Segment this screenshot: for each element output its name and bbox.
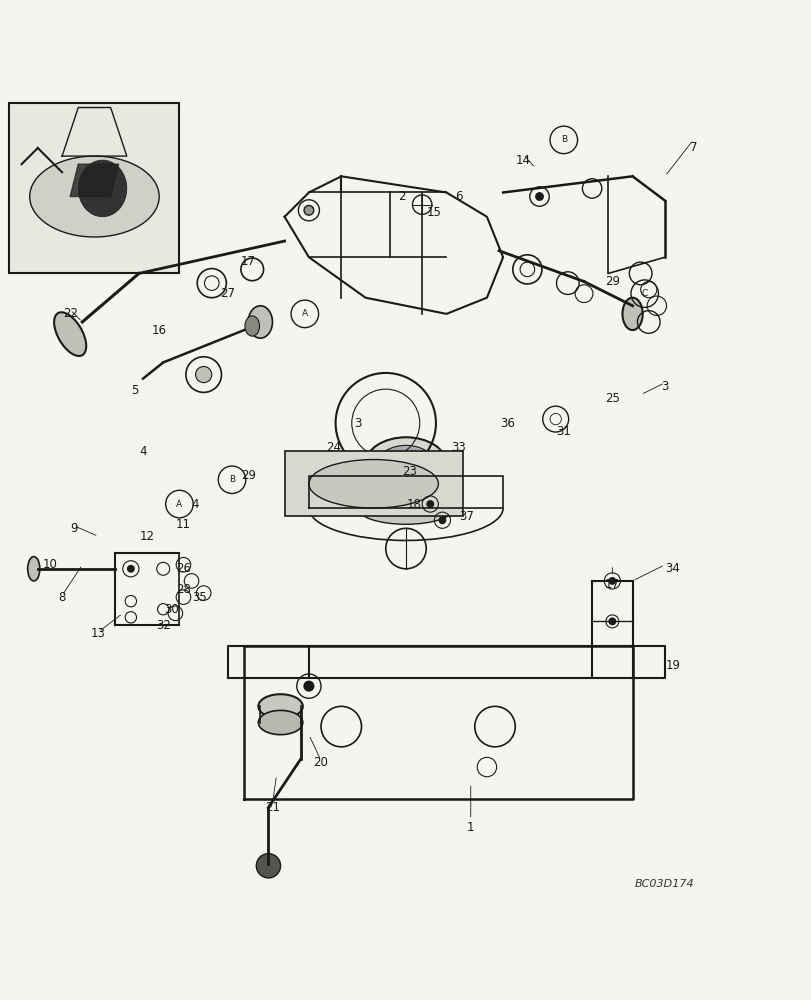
Text: 13: 13	[91, 627, 105, 640]
Ellipse shape	[258, 694, 303, 718]
Text: 36: 36	[499, 417, 514, 430]
Text: 35: 35	[192, 591, 207, 604]
Ellipse shape	[30, 156, 159, 237]
Text: 27: 27	[221, 287, 235, 300]
Text: B: B	[560, 135, 566, 144]
Text: 9: 9	[71, 522, 78, 535]
Ellipse shape	[248, 306, 272, 338]
Text: 32: 32	[156, 619, 170, 632]
Text: B: B	[229, 475, 235, 484]
Text: 7: 7	[689, 141, 696, 154]
Text: 25: 25	[604, 392, 619, 405]
Text: 17: 17	[240, 255, 255, 268]
Text: 23: 23	[402, 465, 417, 478]
Text: 31: 31	[556, 425, 570, 438]
Text: A: A	[302, 309, 307, 318]
Circle shape	[303, 205, 313, 215]
Text: 29: 29	[240, 469, 255, 482]
Text: 5: 5	[131, 384, 139, 397]
Polygon shape	[70, 164, 118, 197]
Text: C: C	[641, 289, 647, 298]
Text: 29: 29	[604, 275, 619, 288]
Text: BC03D174: BC03D174	[634, 879, 694, 889]
Text: 30: 30	[164, 603, 178, 616]
Circle shape	[608, 578, 615, 584]
Ellipse shape	[377, 445, 434, 482]
Text: 33: 33	[451, 441, 466, 454]
Text: 3: 3	[660, 380, 667, 393]
Bar	[285, 451, 462, 516]
Ellipse shape	[357, 492, 454, 524]
Circle shape	[439, 517, 445, 523]
Text: 3: 3	[354, 417, 361, 430]
Ellipse shape	[78, 160, 127, 217]
Circle shape	[534, 192, 543, 201]
Circle shape	[608, 618, 615, 625]
Text: 22: 22	[62, 307, 78, 320]
Circle shape	[427, 501, 433, 507]
Text: 28: 28	[176, 583, 191, 596]
Ellipse shape	[245, 316, 260, 336]
Text: 19: 19	[665, 659, 680, 672]
Text: 6: 6	[454, 190, 461, 203]
Circle shape	[195, 366, 212, 383]
Text: 10: 10	[42, 558, 58, 571]
Text: 15: 15	[427, 206, 441, 219]
Text: 14: 14	[515, 154, 530, 167]
Text: 21: 21	[264, 801, 280, 814]
Circle shape	[127, 566, 134, 572]
Text: 16: 16	[152, 324, 166, 337]
Text: 34: 34	[665, 562, 680, 575]
Text: 11: 11	[176, 518, 191, 531]
Circle shape	[256, 854, 281, 878]
Text: 17: 17	[604, 578, 619, 591]
Ellipse shape	[258, 710, 303, 735]
Ellipse shape	[28, 557, 40, 581]
Ellipse shape	[54, 312, 86, 356]
Text: 26: 26	[176, 562, 191, 575]
Text: A: A	[176, 500, 182, 509]
Bar	[10, 103, 179, 273]
Text: 4: 4	[191, 498, 200, 511]
Circle shape	[303, 681, 313, 691]
Text: 12: 12	[139, 530, 154, 543]
Ellipse shape	[622, 298, 642, 330]
Text: 24: 24	[325, 441, 341, 454]
Text: 1: 1	[466, 821, 474, 834]
Ellipse shape	[365, 437, 446, 490]
Text: 37: 37	[459, 510, 474, 523]
Text: 20: 20	[313, 756, 328, 769]
Text: 2: 2	[397, 190, 406, 203]
Ellipse shape	[308, 460, 438, 508]
Text: 18: 18	[406, 498, 421, 511]
Text: 8: 8	[58, 591, 66, 604]
Text: 4: 4	[139, 445, 147, 458]
